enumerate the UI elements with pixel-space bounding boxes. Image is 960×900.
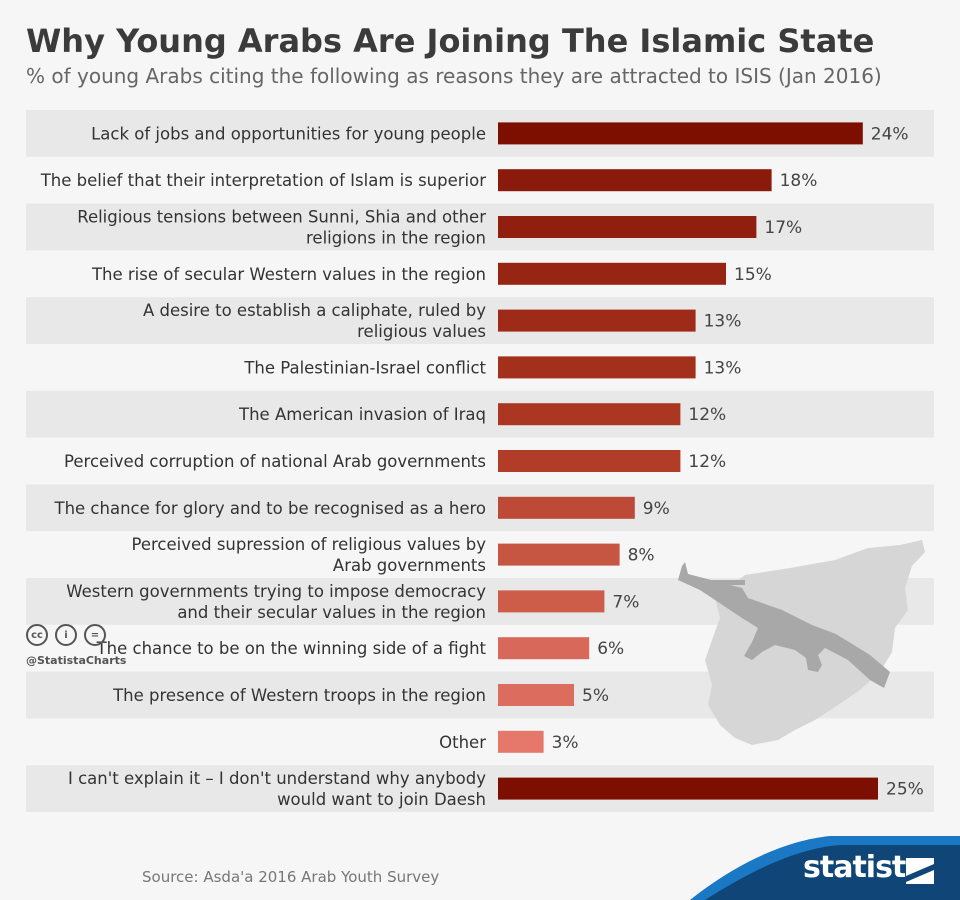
value-label: 12%: [688, 405, 726, 425]
category-label: The rise of secular Western values in th…: [91, 265, 486, 284]
row-background: [26, 203, 934, 251]
category-label: The presence of Western troops in the re…: [112, 686, 486, 705]
category-label: The chance to be on the winning side of …: [96, 639, 487, 658]
category-label: would want to join Daesh: [277, 790, 486, 809]
category-label: Perceived supression of religious values…: [131, 535, 486, 554]
value-label: 8%: [628, 546, 655, 566]
bar: [498, 216, 757, 238]
value-label: 3%: [552, 733, 579, 753]
row-background: [26, 484, 934, 532]
bar: [498, 356, 696, 379]
category-label: The American invasion of Iraq: [238, 405, 486, 424]
value-label: 5%: [582, 686, 609, 706]
row-background: [26, 297, 934, 344]
bar: [498, 543, 620, 566]
category-label: and their secular values in the region: [177, 603, 486, 622]
value-label: 17%: [764, 218, 802, 238]
value-labels: 24% 18% 17% 15% 13% 13% 12% 12% 9% 8% 7% 6% 5% 3% 25%: [552, 124, 924, 799]
category-label: Lack of jobs and opportunities for young…: [91, 124, 486, 143]
category-label: Arab governments: [333, 556, 486, 575]
footer-wave: [690, 836, 960, 900]
bar: [498, 169, 772, 192]
source-note: Source: Asda'a 2016 Arab Youth Survey: [142, 868, 440, 886]
rifle-decoration: [678, 562, 890, 688]
bar: [498, 730, 544, 753]
bar: [498, 403, 681, 426]
bar: [498, 590, 605, 613]
value-label: 18%: [780, 171, 818, 191]
row-backgrounds: [26, 110, 934, 812]
bar: [498, 450, 681, 472]
chart-title: Why Young Arabs Are Joining The Islamic …: [26, 22, 875, 60]
nd-icon[interactable]: =: [84, 624, 106, 646]
value-label: 13%: [704, 312, 742, 332]
value-label: 12%: [688, 452, 726, 472]
value-label: 15%: [734, 265, 772, 285]
category-label: The chance for glory and to be recognise…: [54, 499, 487, 518]
category-label: religious values: [357, 322, 486, 341]
bar: [498, 496, 635, 519]
value-label: 13%: [704, 358, 742, 378]
category-label: The belief that their interpretation of …: [40, 171, 486, 190]
category-label: A desire to establish a caliphate, ruled…: [143, 301, 486, 320]
category-label: Religious tensions between Sunni, Shia a…: [77, 208, 486, 227]
twitter-handle[interactable]: @StatistaCharts: [26, 654, 127, 667]
category-label: religions in the region: [306, 229, 486, 248]
category-label: The Palestinian-Israel conflict: [243, 358, 486, 377]
bar: [498, 684, 574, 706]
row-background: [26, 390, 934, 438]
bar: [498, 637, 590, 660]
value-label: 7%: [612, 592, 639, 612]
category-labels: Lack of jobs and opportunities for young…: [40, 124, 487, 809]
bar: [498, 777, 878, 800]
value-label: 6%: [597, 639, 624, 659]
value-label: 24%: [871, 124, 909, 144]
bar: [498, 309, 696, 332]
category-label: I can't explain it – I don't understand …: [68, 769, 486, 788]
bar: [498, 122, 863, 145]
by-icon[interactable]: i: [55, 624, 77, 646]
bars: [498, 122, 878, 800]
chart-subtitle: % of young Arabs citing the following as…: [26, 64, 882, 88]
value-label: 25%: [886, 780, 924, 800]
category-label: Other: [439, 733, 486, 752]
bar: [498, 262, 726, 285]
cc-icon[interactable]: cc: [26, 624, 48, 646]
license-credits: cc i = @StatistaCharts: [26, 624, 126, 667]
category-label: Western governments trying to impose dem…: [66, 582, 486, 601]
value-label: 9%: [643, 499, 670, 519]
category-label: Perceived corruption of national Arab go…: [64, 452, 486, 471]
